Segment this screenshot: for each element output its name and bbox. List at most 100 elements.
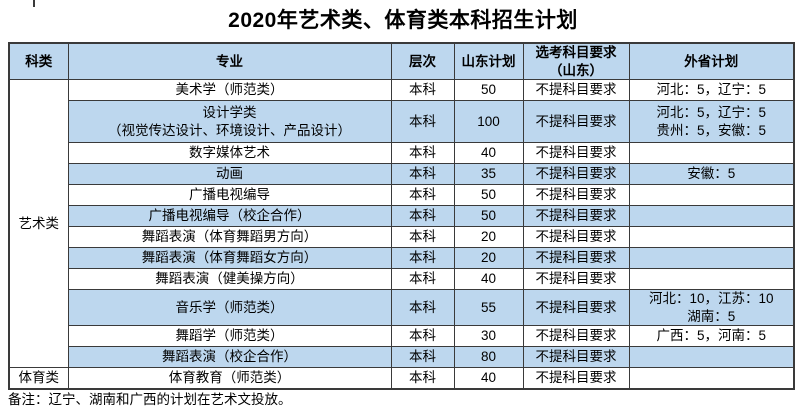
major-cell: 舞蹈表演（健美操方向） xyxy=(67,268,392,291)
major-line2: （视觉传达设计、环境设计、产品设计） xyxy=(108,122,351,138)
subject-requirement-cell: 不提科目要求 xyxy=(522,346,630,369)
shandong-plan-cell: 40 xyxy=(453,367,524,390)
shandong-plan-cell: 40 xyxy=(453,142,524,165)
table-row: 艺术类 美术学（师范类） 本科 50 不提科目要求 河北：5，辽宁：5 xyxy=(8,79,795,369)
major-cell: 音乐学（师范类） xyxy=(67,289,392,327)
header-subject-requirement: 选考科目要求 （山东） xyxy=(522,42,630,81)
other-province-plan-cell xyxy=(628,226,795,249)
major-cell: 体育教育（师范类） xyxy=(67,367,392,390)
subject-requirement-cell: 不提科目要求 xyxy=(522,79,630,102)
header-shandong-plan: 山东计划 xyxy=(453,42,524,81)
level-cell: 本科 xyxy=(390,205,455,228)
subject-requirement-cell: 不提科目要求 xyxy=(522,325,630,348)
other-province-line1: 河北：5，辽宁：5 xyxy=(656,105,767,121)
stray-border-fragment xyxy=(33,0,35,7)
level-cell: 本科 xyxy=(390,325,455,348)
header-category: 科类 xyxy=(8,42,69,81)
shandong-plan-cell: 55 xyxy=(453,289,524,327)
shandong-plan-cell: 50 xyxy=(453,184,524,207)
header-subject-requirement-line1: 选考科目要求 xyxy=(535,45,617,60)
shandong-plan-cell: 100 xyxy=(453,100,524,144)
shandong-plan-cell: 35 xyxy=(453,163,524,186)
other-province-plan-cell xyxy=(628,367,795,390)
table-row: 设计学类 （视觉传达设计、环境设计、产品设计） 本科 100 不提科目要求 河北… xyxy=(9,100,795,144)
level-cell: 本科 xyxy=(390,346,455,369)
table-row: 舞蹈表演（体育舞蹈女方向） 本科 20 不提科目要求 xyxy=(9,247,795,270)
category-cell-art: 艺术类 xyxy=(8,79,69,369)
major-cell: 数字媒体艺术 xyxy=(67,142,392,165)
major-cell: 舞蹈表演（校企合作） xyxy=(67,346,392,369)
footnote: 备注：辽宁、湖南和广西的计划在艺术文投放。 xyxy=(8,392,292,407)
shandong-plan-cell: 20 xyxy=(453,247,524,270)
subject-requirement-cell: 不提科目要求 xyxy=(522,142,630,165)
other-province-line2: 湖南：5 xyxy=(687,308,736,324)
other-province-plan-cell xyxy=(628,268,795,291)
other-province-plan-cell: 安徽：5 xyxy=(628,163,795,186)
major-cell: 美术学（师范类） xyxy=(67,79,392,102)
header-major: 专业 xyxy=(67,42,392,81)
other-province-plan-cell xyxy=(628,247,795,270)
table-row: 舞蹈表演（校企合作） 本科 80 不提科目要求 xyxy=(9,346,795,369)
shandong-plan-cell: 80 xyxy=(453,346,524,369)
shandong-plan-cell: 30 xyxy=(453,325,524,348)
other-province-plan-cell: 河北：5，辽宁：5 xyxy=(628,79,795,102)
other-province-plan-cell xyxy=(628,142,795,165)
major-line1: 设计学类 xyxy=(202,105,257,121)
table-row: 动画 本科 35 不提科目要求 安徽：5 xyxy=(9,163,795,186)
level-cell: 本科 xyxy=(390,289,455,327)
other-province-line1: 河北：10，江苏：10 xyxy=(648,291,774,307)
shandong-plan-cell: 20 xyxy=(453,226,524,249)
header-level: 层次 xyxy=(390,42,455,81)
table-row: 广播电视编导 本科 50 不提科目要求 xyxy=(9,184,795,207)
table-row: 舞蹈表演（健美操方向） 本科 40 不提科目要求 xyxy=(9,268,795,291)
header-subject-requirement-line2: （山东） xyxy=(549,62,603,78)
header-other-province-plan: 外省计划 xyxy=(628,42,795,81)
subject-requirement-cell: 不提科目要求 xyxy=(522,268,630,291)
level-cell: 本科 xyxy=(390,100,455,144)
major-cell: 广播电视编导 xyxy=(67,184,392,207)
major-cell: 动画 xyxy=(67,163,392,186)
category-cell-pe: 体育类 xyxy=(8,367,69,390)
level-cell: 本科 xyxy=(390,247,455,270)
header-row: 科类 专业 层次 山东计划 选考科目要求 （山东） 外省计划 xyxy=(8,42,795,81)
subject-requirement-cell: 不提科目要求 xyxy=(522,184,630,207)
page-title: 2020年艺术类、体育类本科招生计划 xyxy=(228,9,578,32)
subject-requirement-cell: 不提科目要求 xyxy=(522,163,630,186)
level-cell: 本科 xyxy=(390,268,455,291)
other-province-plan-cell xyxy=(628,184,795,207)
table-row: 体育类 体育教育（师范类） 本科 40 不提科目要求 xyxy=(8,367,795,390)
subject-requirement-cell: 不提科目要求 xyxy=(522,289,630,327)
shandong-plan-cell: 40 xyxy=(453,268,524,291)
table-row: 音乐学（师范类） 本科 55 不提科目要求 河北：10，江苏：10 湖南：5 xyxy=(9,289,795,327)
table-row: 广播电视编导（校企合作） 本科 50 不提科目要求 xyxy=(9,205,795,228)
level-cell: 本科 xyxy=(390,79,455,102)
subject-requirement-cell: 不提科目要求 xyxy=(522,367,630,390)
admission-plan-table: 科类 专业 层次 山东计划 选考科目要求 （山东） 外省计划 艺术类 美术学（师… xyxy=(8,42,795,390)
subject-requirement-cell: 不提科目要求 xyxy=(522,247,630,270)
other-province-plan-cell: 广西：5，河南：5 xyxy=(628,325,795,348)
other-province-plan-cell xyxy=(628,205,795,228)
subject-requirement-cell: 不提科目要求 xyxy=(522,100,630,144)
table-row: 舞蹈学（师范类） 本科 30 不提科目要求 广西：5，河南：5 xyxy=(9,325,795,348)
level-cell: 本科 xyxy=(390,226,455,249)
level-cell: 本科 xyxy=(390,367,455,390)
table-row: 数字媒体艺术 本科 40 不提科目要求 xyxy=(9,142,795,165)
major-cell: 设计学类 （视觉传达设计、环境设计、产品设计） xyxy=(67,100,392,144)
major-cell: 舞蹈表演（体育舞蹈男方向） xyxy=(67,226,392,249)
major-cell: 舞蹈表演（体育舞蹈女方向） xyxy=(67,247,392,270)
level-cell: 本科 xyxy=(390,163,455,186)
shandong-plan-cell: 50 xyxy=(453,79,524,102)
major-cell: 广播电视编导（校企合作） xyxy=(67,205,392,228)
level-cell: 本科 xyxy=(390,142,455,165)
other-province-plan-cell: 河北：10，江苏：10 湖南：5 xyxy=(628,289,795,327)
other-province-line2: 贵州：5，安徽：5 xyxy=(656,122,767,138)
subject-requirement-cell: 不提科目要求 xyxy=(522,205,630,228)
other-province-plan-cell: 河北：5，辽宁：5 贵州：5，安徽：5 xyxy=(628,100,795,144)
shandong-plan-cell: 50 xyxy=(453,205,524,228)
other-province-plan-cell xyxy=(628,346,795,369)
table-row: 舞蹈表演（体育舞蹈男方向） 本科 20 不提科目要求 xyxy=(9,226,795,249)
level-cell: 本科 xyxy=(390,184,455,207)
major-cell: 舞蹈学（师范类） xyxy=(67,325,392,348)
subject-requirement-cell: 不提科目要求 xyxy=(522,226,630,249)
